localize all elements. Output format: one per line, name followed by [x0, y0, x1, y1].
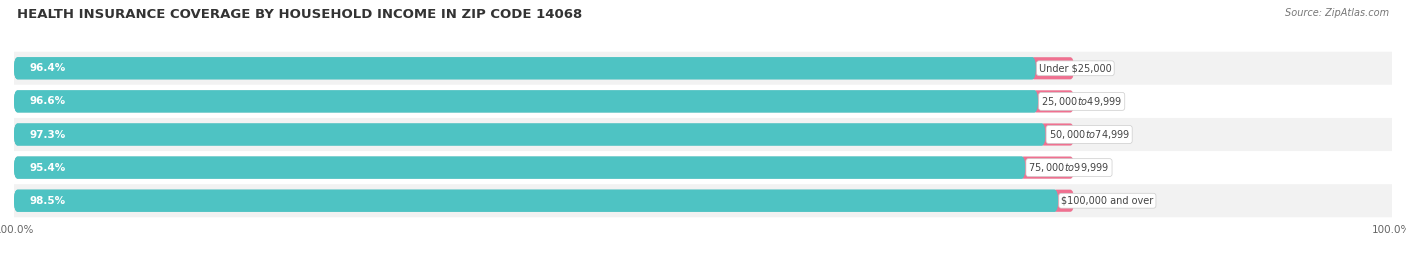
FancyBboxPatch shape: [14, 190, 1059, 212]
FancyBboxPatch shape: [14, 90, 1074, 112]
FancyBboxPatch shape: [14, 57, 1036, 79]
Text: 96.4%: 96.4%: [30, 63, 66, 73]
FancyBboxPatch shape: [14, 85, 1392, 118]
Text: Source: ZipAtlas.com: Source: ZipAtlas.com: [1285, 8, 1389, 18]
FancyBboxPatch shape: [1019, 157, 1074, 179]
FancyBboxPatch shape: [14, 123, 1074, 146]
FancyBboxPatch shape: [14, 57, 1074, 79]
Text: 97.3%: 97.3%: [30, 129, 66, 140]
Text: $100,000 and over: $100,000 and over: [1062, 196, 1153, 206]
FancyBboxPatch shape: [14, 190, 1059, 212]
FancyBboxPatch shape: [14, 57, 1036, 79]
Text: 2.7%: 2.7%: [1084, 129, 1111, 140]
Text: 3.6%: 3.6%: [1084, 63, 1111, 73]
Text: 95.4%: 95.4%: [30, 162, 66, 173]
FancyBboxPatch shape: [14, 157, 1025, 179]
Text: HEALTH INSURANCE COVERAGE BY HOUSEHOLD INCOME IN ZIP CODE 14068: HEALTH INSURANCE COVERAGE BY HOUSEHOLD I…: [17, 8, 582, 21]
Text: 1.5%: 1.5%: [1084, 196, 1111, 206]
FancyBboxPatch shape: [14, 190, 1074, 212]
Text: 98.5%: 98.5%: [30, 196, 66, 206]
Text: 96.6%: 96.6%: [30, 96, 66, 107]
FancyBboxPatch shape: [1040, 123, 1074, 146]
FancyBboxPatch shape: [14, 90, 1038, 112]
FancyBboxPatch shape: [1031, 57, 1074, 79]
Text: $75,000 to $99,999: $75,000 to $99,999: [1028, 161, 1109, 174]
FancyBboxPatch shape: [1032, 90, 1074, 112]
Text: $50,000 to $74,999: $50,000 to $74,999: [1049, 128, 1130, 141]
Text: 3.4%: 3.4%: [1084, 96, 1111, 107]
FancyBboxPatch shape: [14, 157, 1074, 179]
FancyBboxPatch shape: [14, 118, 1392, 151]
FancyBboxPatch shape: [14, 52, 1392, 85]
FancyBboxPatch shape: [14, 184, 1392, 217]
FancyBboxPatch shape: [14, 151, 1392, 184]
Text: 4.6%: 4.6%: [1084, 162, 1111, 173]
FancyBboxPatch shape: [14, 123, 1046, 146]
Text: Under $25,000: Under $25,000: [1039, 63, 1112, 73]
FancyBboxPatch shape: [14, 123, 1046, 146]
Text: $25,000 to $49,999: $25,000 to $49,999: [1040, 95, 1122, 108]
FancyBboxPatch shape: [1053, 190, 1074, 212]
FancyBboxPatch shape: [14, 157, 1025, 179]
FancyBboxPatch shape: [14, 90, 1038, 112]
